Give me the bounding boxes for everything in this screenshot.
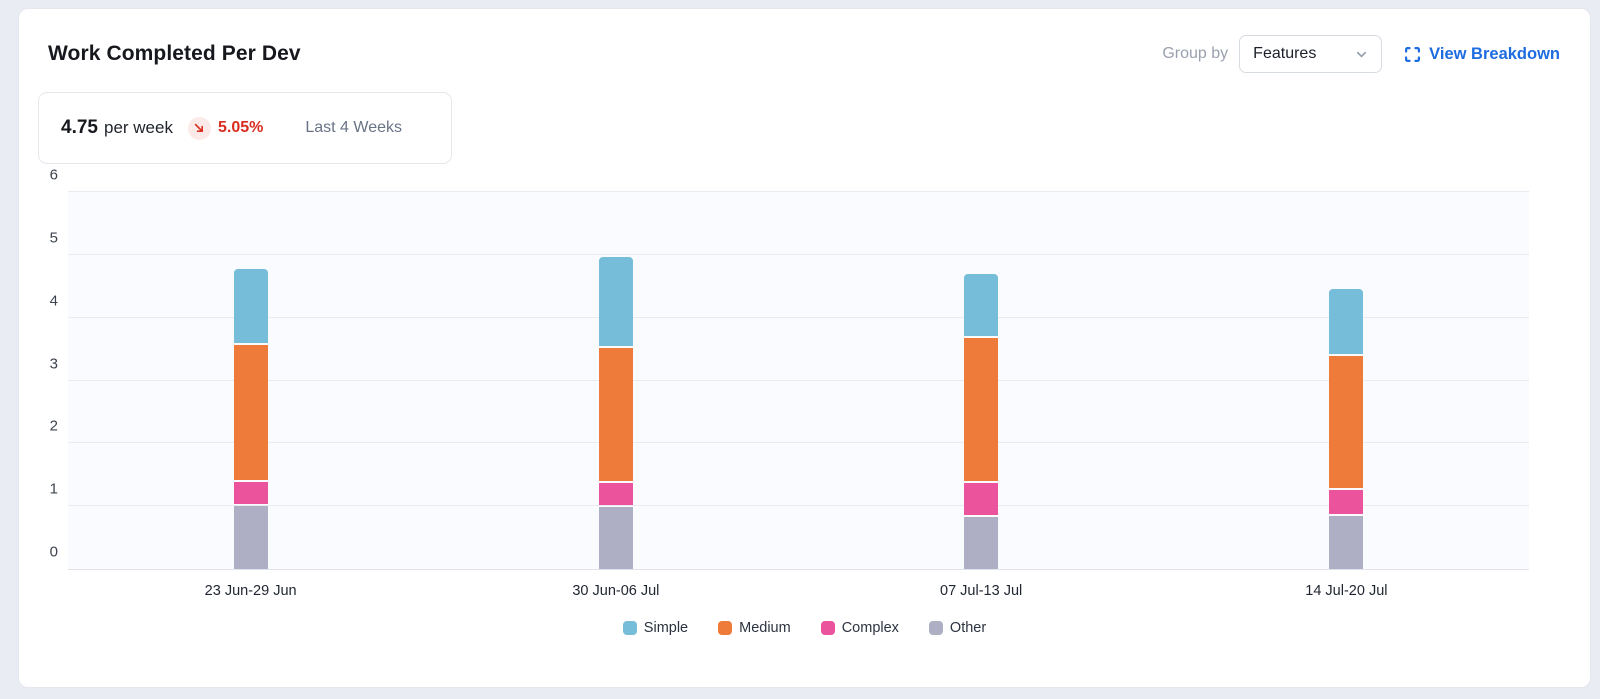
bar-segment-other[interactable] — [964, 516, 999, 569]
bar-07-jul-13-jul[interactable] — [964, 273, 999, 569]
header-controls: Group by Features View Breakdown — [1162, 35, 1560, 73]
bar-segment-simple[interactable] — [964, 273, 999, 337]
gridline — [68, 316, 1529, 318]
gridline — [68, 379, 1529, 381]
legend-label: Medium — [739, 620, 791, 636]
legend-label: Simple — [643, 620, 689, 636]
gridline — [68, 191, 1529, 192]
group-by-label: Group by — [1162, 45, 1229, 62]
stat-unit: per week — [103, 118, 173, 137]
stat-period: Last 4 Weeks — [305, 119, 402, 136]
group-by-selected-value: Features — [1253, 45, 1317, 62]
bar-segment-simple[interactable] — [1329, 288, 1364, 354]
bar-segment-complex[interactable] — [598, 482, 633, 506]
x-axis-label: 30 Jun-06 Jul — [572, 583, 660, 599]
bar-segment-complex[interactable] — [233, 482, 268, 505]
y-axis-tick: 2 — [49, 417, 58, 435]
trend-percentage: 5.05% — [217, 119, 264, 136]
arrow-down-right-icon — [193, 122, 205, 134]
legend-swatch — [820, 621, 835, 635]
bar-segment-other[interactable] — [1329, 516, 1364, 569]
y-axis-tick: 0 — [49, 543, 58, 561]
group-by-select[interactable]: Features — [1239, 35, 1383, 73]
bar-segment-complex[interactable] — [1329, 489, 1364, 515]
legend-swatch — [718, 621, 733, 635]
y-axis-tick: 5 — [49, 229, 58, 247]
legend-swatch — [622, 621, 637, 635]
x-axis-label: 07 Jul-13 Jul — [940, 583, 1023, 599]
summary-stat-card: 4.75 per week 5.05% Last 4 Weeks — [38, 92, 452, 164]
bar-segment-simple[interactable] — [233, 268, 268, 343]
y-axis-tick: 6 — [49, 166, 58, 184]
chevron-down-icon — [1354, 47, 1369, 62]
stat-value: 4.75 — [61, 117, 98, 138]
expand-icon — [1404, 46, 1421, 63]
legend-item-other[interactable]: Other — [928, 620, 987, 636]
view-breakdown-label: View Breakdown — [1429, 44, 1560, 63]
legend-item-complex[interactable]: Complex — [820, 620, 899, 636]
x-axis-labels: 23 Jun-29 Jun 30 Jun-06 Jul 07 Jul-13 Jul 1… — [68, 570, 1529, 604]
bar-segment-medium[interactable] — [233, 344, 268, 481]
gridline — [68, 505, 1529, 507]
x-axis-label: 14 Jul-20 Jul — [1305, 583, 1388, 599]
y-axis-tick: 3 — [49, 355, 58, 372]
bar-segment-other[interactable] — [598, 507, 633, 569]
y-axis-tick: 1 — [49, 480, 58, 498]
bar-segment-complex[interactable] — [964, 483, 999, 515]
work-completed-card: Work Completed Per Dev Group by Features — [18, 8, 1591, 688]
chart-legend: Simple Medium Complex Other — [31, 620, 1578, 636]
bar-segment-medium[interactable] — [1329, 355, 1364, 488]
bar-segment-medium[interactable] — [964, 338, 999, 482]
gridline — [68, 253, 1529, 255]
card-header: Work Completed Per Dev Group by Features — [31, 34, 1578, 74]
bar-23-jun-29-jun[interactable] — [233, 268, 268, 570]
x-axis-label: 23 Jun-29 Jun — [204, 583, 297, 599]
legend-item-medium[interactable]: Medium — [718, 620, 791, 636]
legend-item-simple[interactable]: Simple — [622, 620, 689, 636]
bar-segment-medium[interactable] — [598, 348, 633, 481]
gridline — [68, 442, 1529, 444]
legend-label: Complex — [841, 620, 899, 636]
view-breakdown-link[interactable]: View Breakdown — [1404, 45, 1560, 64]
legend-label: Other — [949, 620, 987, 636]
y-axis-tick: 4 — [49, 292, 58, 310]
bar-14-jul-20-jul[interactable] — [1329, 288, 1364, 569]
plot-area: 0 1 2 3 4 5 6 — [50, 167, 1529, 570]
page-title: Work Completed Per Dev — [48, 42, 301, 65]
bar-segment-simple[interactable] — [598, 256, 633, 347]
bar-segment-other[interactable] — [233, 506, 268, 570]
legend-swatch — [928, 621, 943, 635]
stacked-bar-chart: 0 1 2 3 4 5 6 23 Jun-29 Jun 30 Jun-06 Jul 07 Jul… — [31, 167, 1578, 636]
bar-30-jun-06-jul[interactable] — [598, 256, 633, 569]
trend-badge — [187, 116, 211, 140]
